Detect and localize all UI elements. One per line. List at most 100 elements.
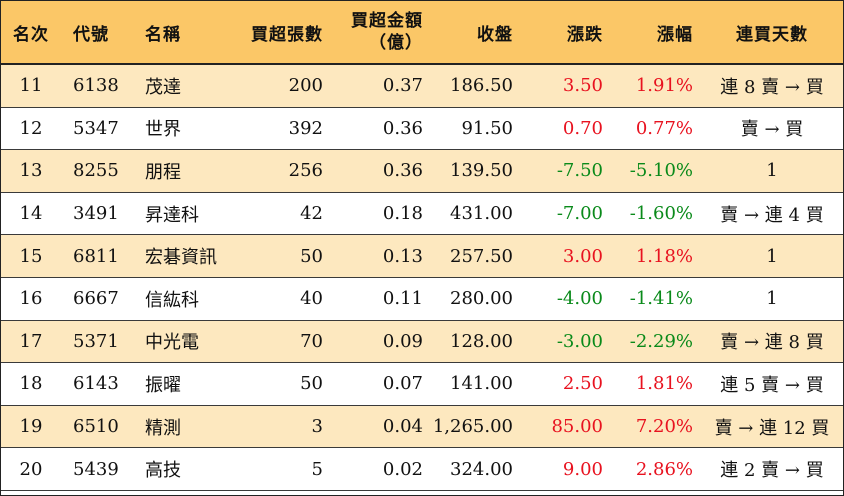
header-close: 收盤 (477, 24, 513, 45)
cell-days: 賣 → 連 4 買 (720, 204, 824, 226)
cell-lots: 50 (300, 245, 323, 267)
cell-code: 6667 (73, 288, 119, 310)
table-row: 11 6138 茂達 200 0.37 186.50 3.50 1.91% 連 8 賣 → 買 (1, 65, 843, 108)
cell-pct: -2.29% (629, 330, 693, 352)
cell-close: 431.00 (450, 203, 513, 225)
cell-pct: -1.60% (629, 203, 693, 225)
cell-name: 中光電 (145, 332, 199, 354)
cell-code: 6138 (73, 75, 119, 97)
table-row: 20 5439 高技 5 0.02 324.00 9.00 2.86% 連 2 賣 → 買 (1, 448, 843, 491)
cell-change: 85.00 (551, 416, 603, 438)
table-header: 名次 代號 名稱 買超張數 買超金額 （億） 收盤 漲跌 漲幅 連買天數 (1, 1, 843, 65)
cell-change: 3.50 (562, 75, 603, 97)
header-amount: 買超金額 （億） (331, 1, 423, 63)
cell-amount: 0.04 (382, 416, 423, 438)
header-name: 名稱 (145, 24, 181, 45)
cell-days: 連 5 賣 → 買 (720, 374, 824, 396)
cell-code: 6510 (73, 416, 119, 438)
table-row: 14 3491 昇達科 42 0.18 431.00 -7.00 -1.60% 賣 → 連 4 … (1, 192, 843, 236)
table-row: 19 6510 精測 3 0.04 1,265.00 85.00 7.20% 賣 → 連 12 … (1, 405, 843, 449)
cell-pct: 1.91% (635, 75, 693, 97)
cell-days: 賣 → 買 (740, 119, 804, 141)
header-code: 代號 (73, 24, 109, 45)
cell-days: 賣 → 連 8 買 (720, 332, 824, 354)
header-change: 漲跌 (567, 24, 603, 45)
cell-rank: 12 (19, 117, 43, 139)
cell-rank: 15 (19, 245, 43, 267)
cell-code: 3491 (73, 203, 119, 225)
cell-rank: 16 (19, 288, 43, 310)
cell-close: 324.00 (450, 458, 513, 480)
cell-code: 5347 (73, 117, 119, 139)
cell-lots: 256 (288, 160, 323, 182)
cell-pct: -1.41% (629, 288, 693, 310)
cell-days: 1 (766, 245, 778, 267)
cell-name: 昇達科 (145, 204, 199, 226)
cell-amount: 0.07 (382, 373, 423, 395)
cell-code: 8255 (73, 160, 119, 182)
cell-close: 186.50 (450, 75, 513, 97)
cell-lots: 50 (300, 373, 323, 395)
table-row: 16 6667 信紘科 40 0.11 280.00 -4.00 -1.41% 1 (1, 278, 843, 321)
table-row: 13 8255 朋程 256 0.36 139.50 -7.50 -5.10% 1 (1, 150, 843, 193)
cell-rank: 13 (19, 160, 43, 182)
header-rank: 名次 (13, 24, 49, 45)
cell-close: 1,265.00 (432, 416, 513, 438)
cell-pct: 0.77% (635, 117, 693, 139)
cell-change: -3.00 (556, 330, 603, 352)
cell-change: 0.70 (562, 117, 603, 139)
cell-lots: 42 (300, 203, 323, 225)
cell-close: 139.50 (450, 160, 513, 182)
cell-close: 141.00 (450, 373, 513, 395)
cell-close: 91.50 (461, 117, 513, 139)
cell-days: 1 (766, 160, 778, 182)
header-pct: 漲幅 (657, 24, 693, 45)
cell-change: -4.00 (556, 288, 603, 310)
cell-pct: 2.86% (635, 458, 693, 480)
cell-amount: 0.13 (382, 245, 423, 267)
cell-lots: 5 (311, 458, 323, 480)
cell-code: 6143 (73, 373, 119, 395)
cell-pct: 7.20% (635, 416, 693, 438)
cell-rank: 20 (19, 458, 43, 480)
cell-change: 3.00 (562, 245, 603, 267)
cell-amount: 0.18 (382, 203, 423, 225)
cell-code: 5371 (73, 330, 119, 352)
cell-days: 1 (766, 288, 778, 310)
cell-name: 茂達 (145, 76, 181, 98)
cell-name: 信紘科 (145, 289, 199, 311)
header-amount-line1: 買超金額 (351, 11, 423, 31)
table-row: 17 5371 中光電 70 0.09 128.00 -3.00 -2.29% 賣 → 連 8 … (1, 320, 843, 364)
header-amount-line2: （億） (369, 33, 423, 53)
cell-name: 精測 (145, 417, 181, 439)
cell-amount: 0.36 (382, 160, 423, 182)
cell-pct: 1.18% (635, 245, 693, 267)
cell-amount: 0.02 (382, 458, 423, 480)
cell-lots: 3 (311, 416, 323, 438)
cell-change: -7.00 (556, 203, 603, 225)
cell-pct: -5.10% (629, 160, 693, 182)
cell-name: 宏碁資訊 (145, 247, 217, 269)
cell-change: -7.50 (556, 160, 603, 182)
cell-rank: 14 (19, 203, 43, 225)
cell-close: 280.00 (450, 288, 513, 310)
cell-days: 賣 → 連 12 買 (714, 417, 830, 439)
header-days: 連買天數 (736, 24, 808, 45)
cell-rank: 19 (19, 416, 43, 438)
cell-change: 9.00 (562, 458, 603, 480)
cell-days: 連 2 賣 → 買 (720, 460, 824, 482)
cell-rank: 17 (19, 330, 43, 352)
header-lots: 買超張數 (251, 24, 323, 45)
cell-code: 5439 (73, 458, 119, 480)
cell-days: 連 8 賣 → 買 (720, 76, 824, 98)
cell-close: 128.00 (450, 330, 513, 352)
table-row: 15 6811 宏碁資訊 50 0.13 257.50 3.00 1.18% 1 (1, 235, 843, 278)
cell-code: 6811 (73, 245, 119, 267)
cell-amount: 0.09 (382, 330, 423, 352)
cell-name: 振曜 (145, 374, 181, 396)
table-row: 12 5347 世界 392 0.36 91.50 0.70 0.77% 賣 → 買 (1, 107, 843, 151)
cell-lots: 70 (300, 330, 323, 352)
cell-name: 世界 (145, 119, 181, 141)
cell-amount: 0.36 (382, 117, 423, 139)
